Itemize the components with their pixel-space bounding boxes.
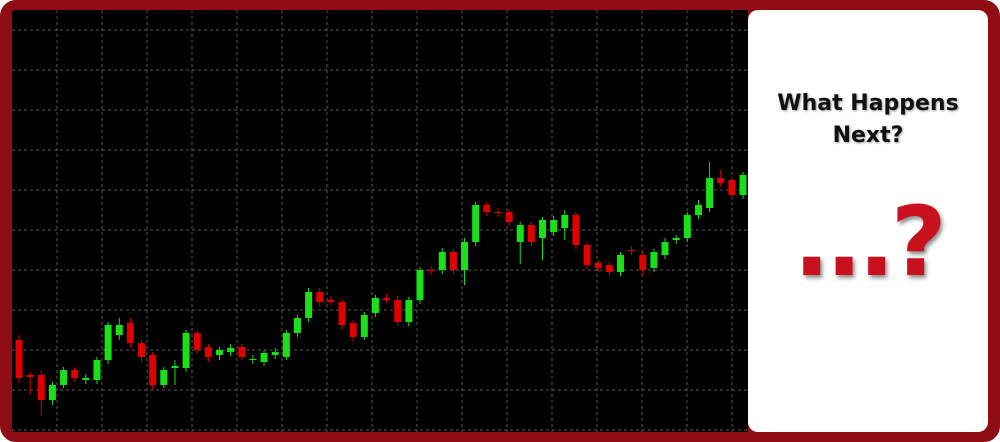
candle-body [71,370,79,378]
candle-body [48,385,56,400]
candle-body [628,250,636,251]
candle-body [271,352,279,355]
candle-body [427,270,435,271]
candle-body [594,263,602,268]
plot-background [12,10,748,432]
chart [12,10,748,432]
candle-body [26,375,34,377]
candle-body [461,242,469,270]
candle-body [516,225,524,242]
candle-body [505,212,513,222]
candle-body [672,238,680,240]
candle-body [728,180,736,195]
candle-body [527,225,535,242]
candle-body [82,378,90,380]
candle-body [93,360,101,380]
candle-body [171,366,179,368]
candle-body [539,220,547,238]
candle-body [238,347,246,357]
candle-body [204,347,212,357]
candle-body [360,315,368,337]
candle-body [616,255,624,272]
candle-body [305,292,313,318]
candle-body [327,300,335,302]
candle-body [405,300,413,322]
candle-body [149,355,157,385]
candle-body [215,350,223,355]
candle-body [316,292,324,302]
candle-body [282,333,290,357]
candle-body [717,178,725,183]
candle-body [739,175,747,195]
candle-body [449,252,457,270]
candle-body [550,220,558,232]
candle-body [394,300,402,322]
candle-body [371,298,379,313]
candle-body [338,302,346,325]
candle-body [683,215,691,238]
candle-body [227,348,235,352]
candle-body [249,359,257,360]
candle-body [383,298,391,300]
candle-body [605,265,613,272]
candle-body [15,340,23,378]
candle-body [104,325,112,360]
candle-body [650,252,658,268]
candle-body [438,252,446,270]
candle-body [60,370,68,385]
title: What Happens Next? [777,91,959,148]
candle-body [160,370,168,385]
candle-body [706,178,714,208]
candle-body [661,242,669,255]
annotation: ...? [793,186,946,298]
candle-body [583,245,591,265]
candle-body [349,323,357,337]
candle-body [293,318,301,333]
candle-body [37,375,45,400]
candle-body [483,205,491,212]
candle-body [694,205,702,215]
candle-body [115,325,123,335]
candle-body [193,333,201,350]
candle-body [572,215,580,245]
candle-body [138,343,146,357]
candle-body [416,270,424,300]
side-panel: What Happens Next? ...? [748,10,988,432]
candle-body [494,212,502,213]
candle-body [126,323,134,343]
candle-body [472,205,480,242]
candle-body [561,215,569,228]
candle-body [260,353,268,362]
candle-body [182,333,190,368]
candle-body [639,255,647,270]
